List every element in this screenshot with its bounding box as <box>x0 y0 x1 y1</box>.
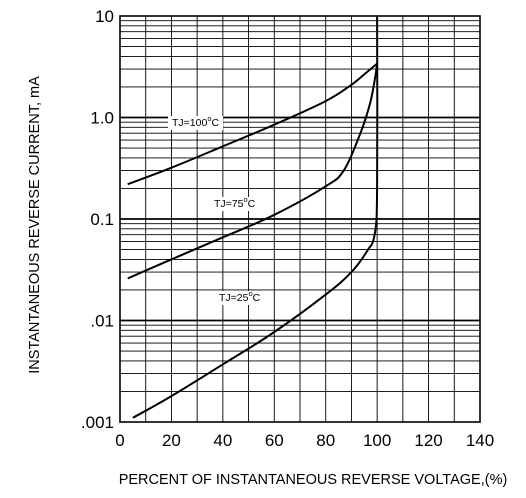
curve-series-3 <box>132 15 379 419</box>
y-tick-label: 1.0 <box>90 109 114 128</box>
grid-layer <box>119 15 481 423</box>
curve-label-degree: o <box>207 114 211 123</box>
x-tick-label: 0 <box>115 431 124 450</box>
curve-label-degree: o <box>248 289 252 298</box>
curve-label-unit: C <box>248 198 256 210</box>
curve-label-1: TJ=100oC <box>168 114 224 130</box>
y-axis-title: INSTANTANEOUS REVERSE CURRENT, mA <box>27 76 43 374</box>
x-tick-label: 80 <box>316 431 335 450</box>
tick-label-layer: 0 20 40 60 80 100 120 140 .001 .01 0.1 1.0 10 <box>81 7 494 450</box>
curve-label-bg <box>215 291 265 305</box>
curve-layer <box>127 15 379 419</box>
y-tick-label: 10 <box>95 7 114 26</box>
curve-label-text: TJ=25oC <box>219 289 261 304</box>
x-tick-label: 100 <box>363 431 391 450</box>
curve-label-bg <box>210 197 260 211</box>
curve-label-2: TJ=75oC <box>210 195 260 211</box>
x-tick-label: 20 <box>162 431 181 450</box>
x-tick-label: 40 <box>213 431 232 450</box>
curve-label-bg <box>168 116 224 130</box>
x-axis-title: PERCENT OF INSTANTANEOUS REVERSE VOLTAGE… <box>119 472 508 488</box>
x-tick-label: 60 <box>265 431 284 450</box>
curve-label-3: TJ=25oC <box>215 289 265 305</box>
curve-series-1 <box>127 62 378 186</box>
curve-label-main: TJ=100 <box>172 117 207 129</box>
curve-label-main: TJ=75 <box>214 198 244 210</box>
y-tick-label: .01 <box>90 312 114 331</box>
x-tick-label: 140 <box>466 431 494 450</box>
curve-label-degree: o <box>243 195 247 204</box>
y-tick-label: .001 <box>81 413 114 432</box>
curve-label-text: TJ=100oC <box>172 114 220 129</box>
curve-label-main: TJ=25 <box>219 292 249 304</box>
curve-label-unit: C <box>253 292 261 304</box>
y-tick-label: 0.1 <box>90 210 114 229</box>
curve-label-text: TJ=75oC <box>214 195 256 210</box>
x-tick-label: 120 <box>414 431 442 450</box>
curve-label-unit: C <box>212 117 220 129</box>
curve-series-2 <box>127 63 379 280</box>
